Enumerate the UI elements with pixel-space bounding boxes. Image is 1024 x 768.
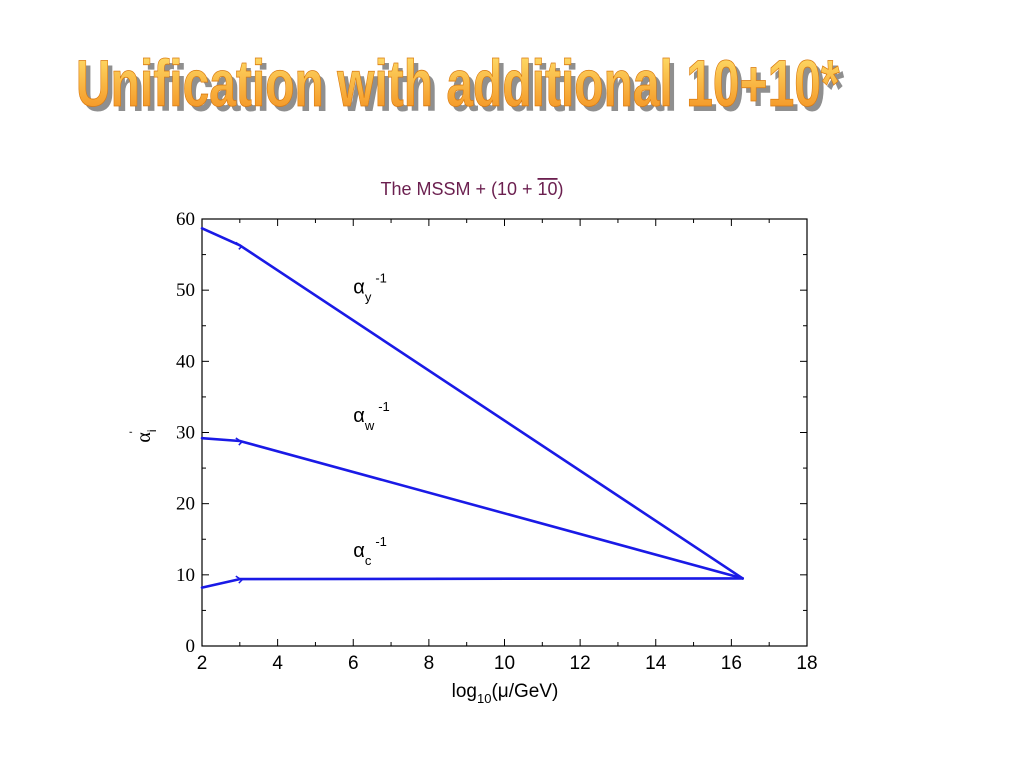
x-tick-label: 6 (348, 653, 359, 674)
x-tick-label: 10 (494, 653, 515, 674)
y-tick-label: 10 (176, 565, 195, 586)
x-axis-label: log10(μ/GeV) (452, 681, 559, 706)
series-layer (200, 227, 745, 589)
series-label-sup: -1 (378, 399, 390, 414)
series-line-y (200, 227, 745, 580)
axis-ticks (201, 218, 808, 647)
y-axis-label: αi ' (127, 429, 159, 442)
plot-frame (201, 218, 808, 647)
x-tick-label: 2 (197, 653, 208, 674)
series-label-base: α (353, 277, 365, 299)
series-label-sub: y (365, 290, 372, 305)
y-axis-label-sub: i (145, 429, 159, 432)
slide-title: Unification with additional 10+10* Unifi… (76, 47, 845, 124)
x-axis-label-sub: 10 (477, 691, 491, 706)
series-label-sub: c (365, 553, 372, 568)
y-axis-label-base: α (133, 432, 155, 443)
y-axis-label-sup: ' (127, 431, 141, 433)
x-tick-label: 18 (796, 653, 817, 674)
chart-title-end: ) (558, 179, 564, 199)
threshold-mark-w (235, 437, 243, 446)
series-label-sup: -1 (375, 271, 387, 286)
chart-title: The MSSM + (10 + 10) (380, 179, 563, 199)
x-axis-label-post: (μ/GeV) (491, 681, 558, 702)
x-tick-label: 16 (721, 653, 742, 674)
slide-title-text: Unification with additional 10+10* (76, 48, 840, 121)
series-label-sub: w (364, 418, 375, 433)
x-tick-label: 14 (645, 653, 667, 674)
threshold-mark-y (235, 241, 243, 250)
chart-title-main: The MSSM + (10 + (380, 179, 537, 199)
y-tick-label: 20 (176, 494, 195, 515)
series-line-c (200, 577, 745, 589)
chart-title-overlined: 10 (538, 179, 558, 199)
x-tick-label: 4 (272, 653, 283, 674)
series-line-w (200, 436, 745, 580)
x-tick-label: 12 (570, 653, 591, 674)
series-label-c: αc-1 (353, 534, 387, 568)
threshold-mark-c (235, 575, 243, 584)
series-label-sup: -1 (375, 534, 387, 549)
x-axis-label-pre: log (452, 681, 477, 702)
series-label-w: αw-1 (353, 399, 390, 433)
y-tick-label: 30 (176, 423, 195, 444)
x-tick-label: 8 (424, 653, 435, 674)
y-tick-label: 50 (176, 280, 195, 301)
y-tick-label: 40 (176, 351, 195, 372)
axis-tick-labels: 2 4 6 8 10 12 14 16 18 0 10 20 30 40 50 60 (176, 209, 818, 674)
series-label-base: α (353, 405, 365, 427)
y-tick-label: 60 (176, 209, 195, 230)
series-label-y: αy-1 (353, 271, 387, 305)
series-labels: αy-1αw-1αc-1 (353, 271, 390, 568)
series-label-base: α (353, 540, 365, 562)
y-tick-label: 0 (186, 636, 196, 657)
slide-title-shadow: Unification with additional 10+10* (81, 53, 845, 124)
